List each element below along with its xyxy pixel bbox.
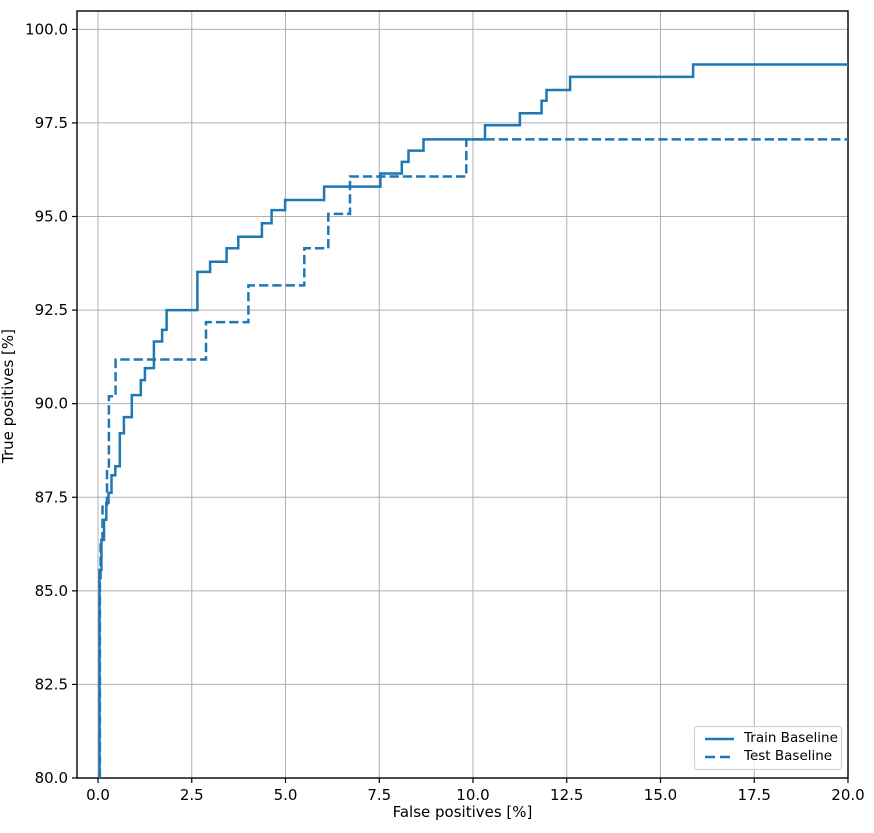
x-tick-label: 7.5	[367, 786, 391, 804]
train-baseline-line-swatch	[705, 737, 734, 741]
y-tick-label: 95.0	[35, 208, 68, 226]
legend-entry-train-baseline: Train Baseline	[704, 730, 838, 747]
x-tick-label: 12.5	[550, 786, 583, 804]
y-axis-label: True positives [%]	[0, 329, 17, 464]
y-tick-label: 100.0	[25, 20, 68, 38]
x-tick-label: 10.0	[456, 786, 489, 804]
legend-entry-test-baseline: Test Baseline	[704, 749, 835, 766]
x-tick-label: 17.5	[738, 786, 771, 804]
x-tick-label: 0.0	[86, 786, 110, 804]
y-tick-label: 92.5	[35, 301, 68, 319]
y-tick-label: 90.0	[35, 395, 68, 413]
x-tick-label: 5.0	[274, 786, 298, 804]
legend-label-train-baseline: Train Baseline	[744, 730, 838, 747]
y-tick-label: 82.5	[35, 675, 68, 693]
y-tick-label: 85.0	[35, 582, 68, 600]
x-tick-label: 15.0	[644, 786, 677, 804]
y-tick-label: 87.5	[35, 488, 68, 506]
train-baseline-curve	[98, 63, 848, 778]
x-axis-label: False positives [%]	[392, 803, 533, 821]
x-tick-label: 2.5	[180, 786, 204, 804]
x-tick-label: 20.0	[831, 786, 864, 804]
axes-frame	[76, 10, 849, 779]
test-baseline-curve	[98, 138, 848, 778]
legend: Train Baseline Test Baseline	[694, 726, 842, 770]
test-baseline-line-swatch	[705, 755, 734, 759]
y-tick-label: 97.5	[35, 114, 68, 132]
y-tick-label: 80.0	[35, 769, 68, 787]
legend-label-test-baseline: Test Baseline	[744, 748, 833, 765]
